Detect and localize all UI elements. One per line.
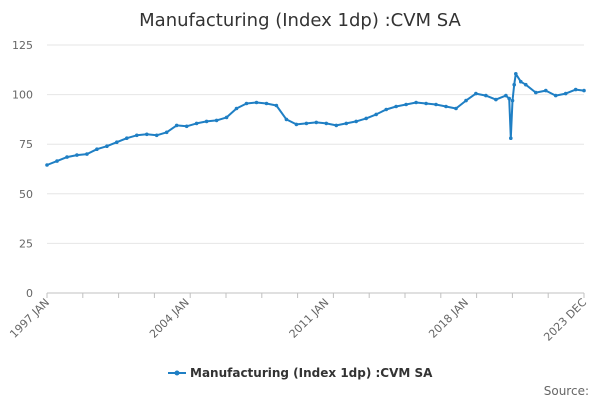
data-point[interactable] (85, 152, 89, 156)
data-point[interactable] (484, 93, 488, 98)
y-tick-label: 75 (19, 138, 33, 151)
data-point[interactable] (364, 116, 369, 121)
data-point[interactable] (573, 87, 578, 92)
data-point[interactable] (254, 100, 259, 105)
data-point[interactable] (553, 93, 558, 98)
data-point[interactable] (354, 119, 359, 124)
series-layer (45, 72, 586, 167)
data-point[interactable] (519, 79, 523, 84)
grid (47, 44, 584, 294)
x-tick-label: 2011 JAN (287, 296, 332, 341)
data-point[interactable] (115, 140, 119, 144)
data-point[interactable] (510, 98, 515, 103)
data-point[interactable] (95, 147, 99, 151)
legend-label: Manufacturing (Index 1dp) :CVM SA (190, 366, 433, 380)
data-point[interactable] (324, 121, 329, 126)
data-point[interactable] (65, 155, 69, 159)
data-point[interactable] (145, 132, 149, 137)
data-point[interactable] (274, 103, 279, 108)
data-point[interactable] (509, 136, 513, 140)
data-point[interactable] (174, 123, 179, 128)
data-point[interactable] (512, 82, 516, 87)
data-point[interactable] (474, 91, 478, 96)
data-point[interactable] (234, 106, 239, 111)
y-tick-label: 25 (19, 237, 33, 250)
data-point[interactable] (304, 121, 309, 126)
data-point[interactable] (524, 82, 528, 87)
data-point[interactable] (294, 122, 299, 127)
data-point[interactable] (204, 119, 209, 124)
data-point[interactable] (45, 163, 49, 167)
data-point[interactable] (154, 133, 159, 138)
data-point[interactable] (514, 72, 518, 76)
data-point[interactable] (414, 100, 418, 105)
data-point[interactable] (194, 121, 199, 126)
legend[interactable]: Manufacturing (Index 1dp) :CVM SA (168, 366, 433, 380)
data-point[interactable] (394, 104, 398, 109)
y-tick-label: 0 (26, 287, 33, 300)
data-point[interactable] (444, 104, 448, 109)
data-point[interactable] (224, 115, 229, 120)
data-point[interactable] (494, 97, 498, 102)
data-point[interactable] (544, 88, 548, 93)
y-tick-label: 100 (12, 89, 33, 102)
data-point[interactable] (374, 112, 379, 117)
x-tick-label: 2018 JAN (426, 296, 471, 341)
data-point[interactable] (534, 90, 538, 95)
source-label: Source: (544, 384, 589, 398)
data-point[interactable] (264, 101, 269, 106)
data-point[interactable] (424, 101, 428, 106)
data-point[interactable] (507, 96, 512, 101)
data-point[interactable] (464, 98, 468, 103)
data-point[interactable] (334, 123, 339, 128)
data-point[interactable] (164, 130, 169, 135)
data-point[interactable] (55, 159, 59, 163)
data-point[interactable] (344, 121, 349, 126)
data-point[interactable] (454, 106, 458, 111)
x-tick-label: 2023 DEC (541, 296, 589, 344)
data-point[interactable] (105, 144, 109, 148)
y-tick-label: 125 (12, 39, 33, 52)
data-point[interactable] (434, 102, 438, 107)
y-tick-label: 50 (19, 188, 33, 201)
axes: 0 25 50 75 100 125 1997 JAN 2004 JAN 2011 JAN 201… (7, 39, 589, 344)
data-point[interactable] (384, 107, 389, 112)
data-point[interactable] (244, 101, 249, 106)
x-tick-label: 1997 JAN (7, 296, 52, 341)
series-line (46, 72, 585, 166)
x-tick-label: 2004 JAN (147, 296, 192, 341)
data-point[interactable] (135, 133, 139, 138)
data-point[interactable] (184, 124, 189, 129)
data-point[interactable] (125, 136, 129, 140)
data-point[interactable] (582, 88, 586, 93)
data-point[interactable] (563, 91, 568, 96)
data-point[interactable] (284, 117, 289, 122)
data-point[interactable] (504, 93, 508, 98)
data-point[interactable] (214, 118, 219, 123)
legend-marker (174, 370, 180, 376)
chart-title: Manufacturing (Index 1dp) :CVM SA (139, 10, 461, 31)
data-point[interactable] (404, 102, 408, 107)
data-point[interactable] (314, 120, 319, 125)
data-point[interactable] (75, 153, 79, 157)
